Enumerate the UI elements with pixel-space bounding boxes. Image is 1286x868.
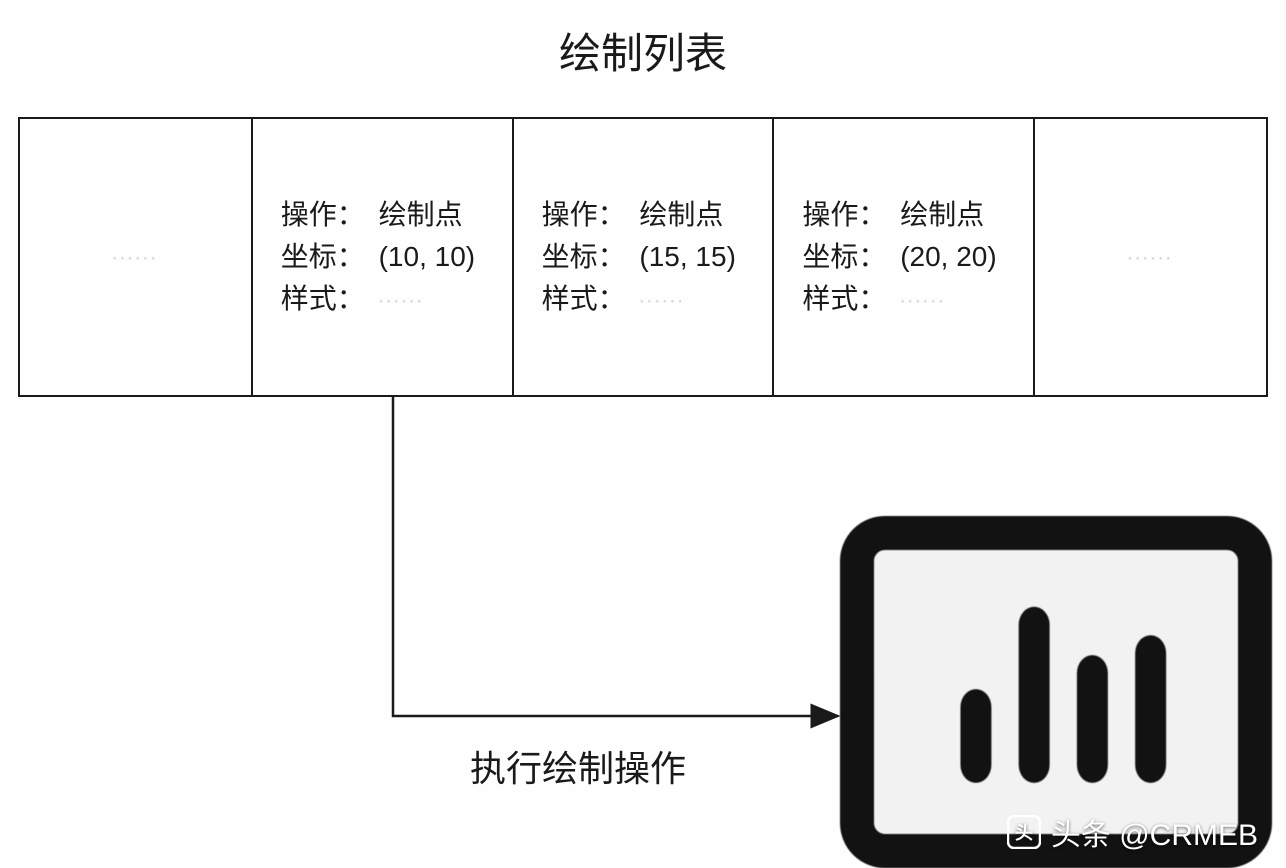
list-cell-op-3: 操作： 绘制点 坐标： (20, 20) 样式： ······ [774, 117, 1035, 397]
connector-label: 执行绘制操作 [470, 740, 686, 792]
op-coord-label: 坐标： [542, 236, 626, 278]
list-cell-empty-left: ······ [18, 117, 253, 397]
op-style-value: ······ [379, 290, 425, 311]
watermark-text: 头条 @CRMEB [1051, 810, 1258, 854]
canvas-bar [960, 689, 991, 783]
toutiao-icon: 头 [1007, 815, 1041, 849]
op-style-line: 样式： ······ [281, 278, 512, 320]
list-cell-empty-right: ······ [1035, 117, 1268, 397]
op-operation-line: 操作： 绘制点 [281, 194, 512, 236]
op-coord-value: (10, 10) [379, 236, 476, 278]
ellipsis-placeholder: ······ [1128, 249, 1174, 265]
canvas-inner-bg [874, 550, 1238, 834]
op-coord-value: (20, 20) [900, 236, 997, 278]
canvas-bar [1019, 607, 1050, 783]
op-operation-label: 操作： [802, 194, 886, 236]
canvas-bar [1077, 655, 1108, 783]
op-operation-label: 操作： [281, 194, 365, 236]
op-operation-value: 绘制点 [379, 194, 463, 236]
svg-text:头: 头 [1015, 823, 1033, 843]
op-coord-value: (15, 15) [639, 236, 736, 278]
op-operation-line: 操作： 绘制点 [802, 194, 1033, 236]
list-row: ······ 操作： 绘制点 坐标： (10, 10) 样式： ······ 操… [18, 117, 1268, 397]
canvas-bar [1135, 635, 1166, 783]
ellipsis-placeholder: ······ [112, 249, 158, 265]
op-coord-line: 坐标： (20, 20) [802, 236, 1033, 278]
op-operation-value: 绘制点 [900, 194, 984, 236]
op-coord-label: 坐标： [281, 236, 365, 278]
list-cell-op-2: 操作： 绘制点 坐标： (15, 15) 样式： ······ [514, 117, 775, 397]
op-style-line: 样式： ······ [542, 278, 773, 320]
list-cell-op-1: 操作： 绘制点 坐标： (10, 10) 样式： ······ [253, 117, 514, 397]
op-operation-line: 操作： 绘制点 [542, 194, 773, 236]
op-operation-label: 操作： [542, 194, 626, 236]
op-operation-value: 绘制点 [639, 194, 723, 236]
op-style-label: 样式： [281, 278, 365, 320]
op-coord-line: 坐标： (10, 10) [281, 236, 512, 278]
op-coord-line: 坐标： (15, 15) [542, 236, 773, 278]
op-style-label: 样式： [802, 278, 886, 320]
connector-path [393, 397, 838, 716]
diagram-title: 绘制列表 [559, 20, 727, 81]
op-style-label: 样式： [542, 278, 626, 320]
op-style-line: 样式： ······ [802, 278, 1033, 320]
op-coord-label: 坐标： [802, 236, 886, 278]
op-style-value: ······ [639, 290, 685, 311]
watermark: 头 头条 @CRMEB [1007, 810, 1258, 854]
op-style-value: ······ [900, 290, 946, 311]
